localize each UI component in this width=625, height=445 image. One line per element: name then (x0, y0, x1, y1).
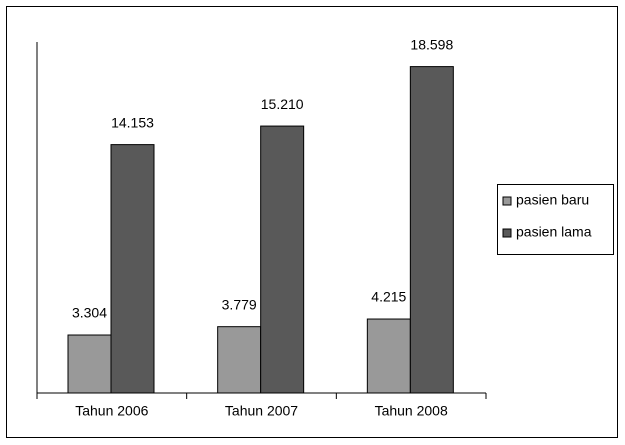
value-label: 4.215 (371, 289, 406, 305)
value-label: 3.779 (222, 296, 257, 312)
bar (110, 144, 155, 394)
legend-label: pasien lama (516, 224, 592, 240)
x-tick-label: Tahun 2007 (225, 403, 298, 419)
legend-label: pasien baru (516, 192, 589, 208)
bar (409, 66, 454, 394)
value-label: 14.153 (111, 114, 154, 130)
value-label: 18.598 (410, 36, 453, 52)
bar (366, 318, 411, 394)
value-label: 3.304 (72, 305, 107, 321)
legend-swatch (502, 228, 512, 238)
legend-box (497, 184, 614, 255)
x-tick-label: Tahun 2006 (75, 403, 148, 419)
x-tick-label: Tahun 2008 (375, 403, 448, 419)
value-label: 15.210 (261, 96, 304, 112)
bar (67, 334, 112, 394)
bar (217, 326, 262, 394)
legend-swatch (502, 196, 512, 206)
bar (260, 125, 305, 394)
